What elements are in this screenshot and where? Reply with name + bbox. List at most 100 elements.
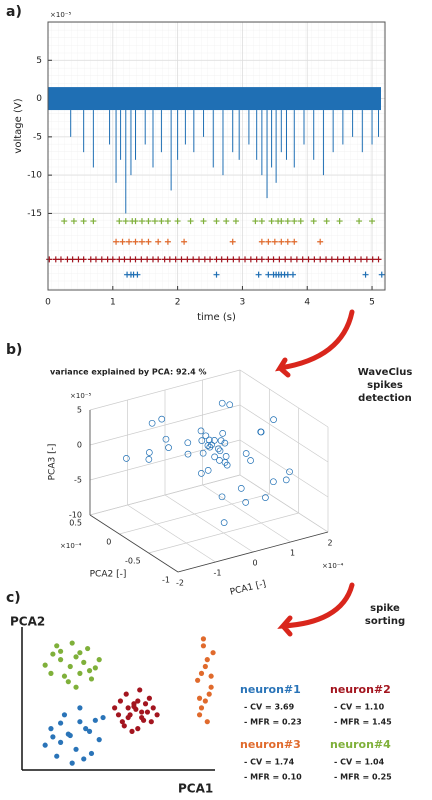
noise-band	[48, 87, 381, 111]
x-multiplier: ×10⁻⁴	[322, 562, 343, 570]
raster-mark	[356, 218, 363, 225]
raster-mark	[265, 256, 272, 263]
point	[139, 709, 145, 715]
z-tick-label: 5	[77, 406, 82, 415]
point	[270, 478, 277, 486]
point	[217, 437, 225, 444]
annotation: spikes	[367, 380, 403, 391]
point	[210, 650, 216, 656]
raster-mark	[247, 256, 254, 263]
raster-mark	[57, 256, 64, 263]
annotation: sorting	[365, 616, 405, 627]
y-tick-label: 0.5	[69, 519, 82, 528]
point	[204, 657, 210, 663]
raster-mark	[69, 256, 76, 263]
x-tick-label: 0	[45, 298, 51, 308]
raster-mark	[258, 256, 265, 263]
raster-mark	[190, 256, 197, 263]
annotation: WaveClus	[358, 367, 413, 378]
point	[112, 705, 118, 711]
raster-mark	[116, 218, 123, 225]
point	[85, 645, 91, 652]
y-axis-label: PCA2 [-]	[90, 570, 127, 580]
raster-mark	[305, 256, 312, 263]
point	[54, 753, 60, 759]
panel-label: b)	[6, 342, 22, 358]
point	[150, 705, 156, 711]
point	[218, 399, 226, 407]
raster-mark	[164, 238, 171, 245]
raster-mark	[184, 256, 191, 263]
raster-mark	[145, 238, 152, 245]
raster-mark	[187, 218, 194, 225]
point	[58, 648, 64, 654]
raster-mark	[145, 218, 152, 225]
raster-mark	[218, 256, 225, 263]
point	[81, 659, 87, 665]
raster-mark	[132, 256, 139, 263]
raster-mark	[116, 256, 123, 263]
y-axis-label: voltage (V)	[13, 98, 24, 153]
point	[69, 640, 75, 646]
legend-stat: - MFR = 0.10	[244, 773, 302, 782]
point	[142, 701, 149, 707]
point	[58, 657, 64, 663]
z-multiplier: ×10⁻⁵	[70, 392, 91, 400]
point	[140, 717, 147, 723]
legend-stat: - MFR = 0.25	[334, 773, 392, 782]
raster-mark	[323, 218, 330, 225]
point	[96, 737, 102, 743]
point	[208, 684, 214, 690]
grid-line	[239, 404, 329, 463]
point	[115, 712, 122, 718]
raster-mark	[132, 238, 139, 245]
point	[237, 485, 245, 492]
raster-mark	[242, 256, 249, 263]
raster-mark	[232, 218, 239, 225]
point	[242, 499, 250, 506]
point	[208, 673, 214, 679]
grid-line	[148, 512, 299, 554]
legend-stat: - MFR = 1.45	[334, 718, 392, 727]
raster-mark	[282, 256, 289, 263]
z-axis-label: PCA3 [-]	[48, 444, 58, 481]
point	[42, 662, 48, 668]
annotation: spike	[370, 603, 400, 614]
grid-line	[89, 439, 241, 481]
y-tick-label: -5	[33, 132, 42, 142]
raster-mark	[132, 218, 139, 225]
raster-mark	[178, 256, 185, 263]
point	[247, 457, 254, 464]
raster-mark	[253, 256, 260, 263]
raster-mark	[138, 238, 145, 245]
point	[92, 665, 98, 671]
raster-mark	[207, 256, 214, 263]
grid-line	[239, 369, 329, 428]
raster-mark	[90, 218, 97, 225]
point	[61, 712, 68, 718]
raster-mark	[138, 256, 145, 263]
point	[198, 705, 205, 711]
grid-line	[127, 504, 216, 563]
point	[125, 714, 131, 721]
point	[73, 684, 79, 690]
point	[215, 445, 222, 453]
point	[131, 703, 137, 710]
point	[61, 673, 68, 679]
raster-mark	[268, 218, 275, 225]
point	[270, 416, 277, 423]
raster-mark	[291, 238, 298, 245]
point	[184, 450, 192, 458]
raster-mark	[289, 271, 296, 278]
point	[77, 670, 83, 677]
grid-line	[239, 474, 329, 533]
raster-mark	[126, 238, 133, 245]
point	[86, 728, 93, 734]
raster-mark	[278, 218, 285, 225]
raster-mark	[229, 238, 236, 245]
x-axis-label: PCA1 [-]	[229, 579, 267, 598]
point	[196, 712, 203, 718]
point	[125, 705, 131, 711]
y-tick-label: -1	[162, 576, 170, 585]
y-multiplier: ×10⁻⁵	[50, 11, 71, 19]
